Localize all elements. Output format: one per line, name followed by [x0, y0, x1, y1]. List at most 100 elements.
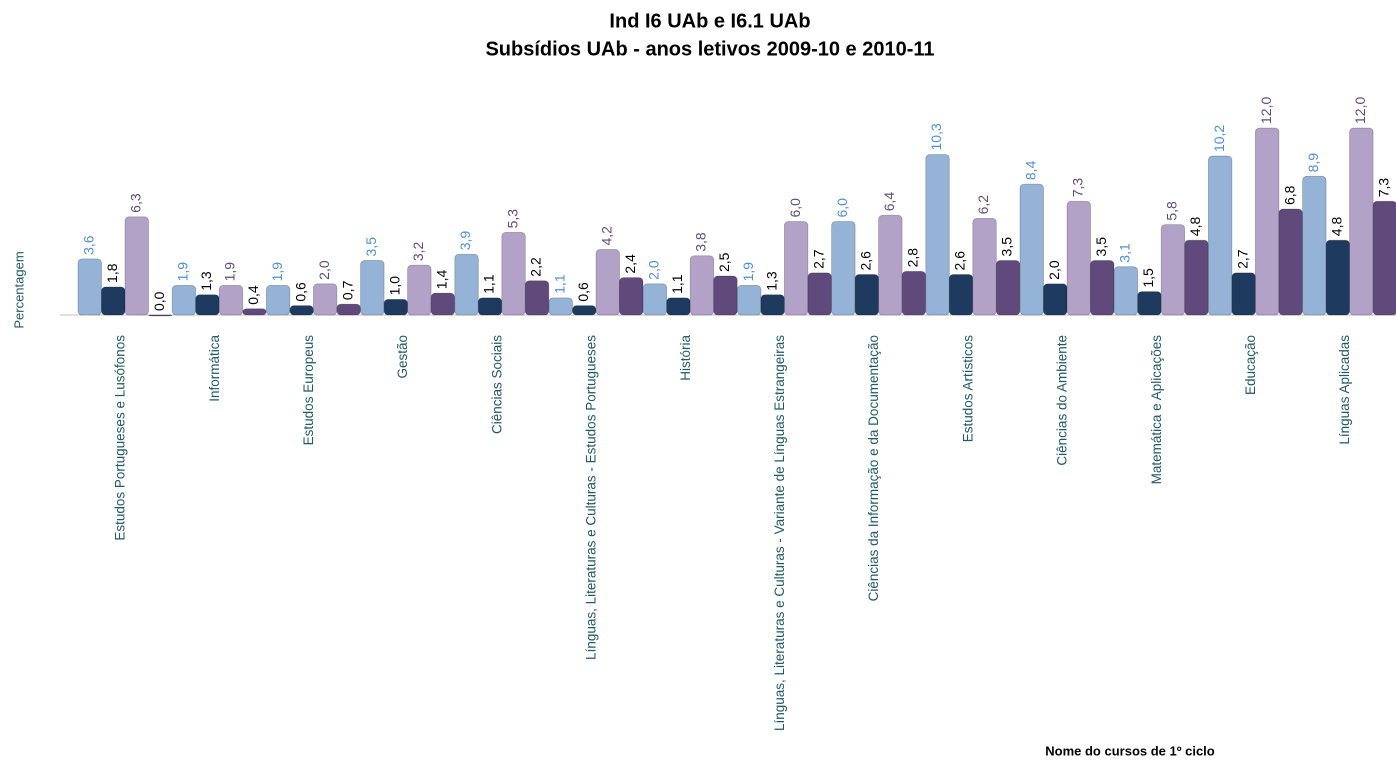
value-label: 3,5	[363, 237, 379, 257]
value-label: 2,7	[810, 249, 826, 269]
x-tick-label: Línguas, Literaturas e Culturas - Estudo…	[584, 335, 599, 660]
bar	[195, 294, 220, 316]
bar	[760, 294, 785, 316]
value-label: 5,3	[504, 209, 520, 229]
value-label: 2,8	[905, 248, 921, 268]
value-label: 12,0	[1258, 97, 1274, 124]
value-label: 2,6	[858, 251, 874, 271]
value-label: 7,3	[1069, 178, 1085, 198]
bar	[360, 260, 385, 316]
value-label: 6,0	[787, 198, 803, 218]
bar	[807, 272, 832, 316]
bar	[878, 214, 903, 316]
value-label: 2,6	[952, 251, 968, 271]
bar	[148, 314, 173, 317]
value-label: 1,5	[1140, 268, 1156, 288]
value-label: 10,3	[928, 123, 944, 150]
bar	[1208, 155, 1233, 316]
value-label: 3,2	[410, 241, 426, 261]
x-tick-label: História	[678, 335, 693, 381]
bar	[1372, 200, 1396, 316]
value-label: 4,2	[598, 226, 614, 246]
bar	[1090, 260, 1115, 316]
bar	[383, 299, 409, 316]
bar	[831, 221, 856, 316]
bar	[1066, 200, 1091, 316]
value-label: 3,6	[80, 235, 96, 255]
value-label: 1,9	[269, 262, 285, 282]
value-label: 2,0	[646, 260, 662, 280]
value-label: 0,6	[292, 282, 308, 302]
bar	[1113, 266, 1139, 316]
value-label: 8,9	[1305, 153, 1321, 173]
x-tick-label: Gestão	[395, 335, 410, 379]
value-label: 6,4	[881, 192, 897, 212]
bar	[336, 303, 361, 316]
x-tick-label: Línguas, Literaturas e Culturas - Varian…	[772, 335, 787, 731]
value-label: 2,7	[1234, 249, 1250, 269]
x-axis-label: Nome do cursos de 1º ciclo	[1045, 743, 1215, 758]
value-label: 4,8	[1187, 217, 1203, 237]
value-label: 3,5	[1093, 237, 1109, 257]
x-tick-label: Ciências da Informação e da Documentação	[866, 335, 881, 601]
bar	[1325, 239, 1350, 316]
bar	[595, 249, 620, 316]
bar	[925, 154, 950, 316]
bar	[572, 305, 597, 316]
value-label: 12,0	[1352, 97, 1368, 124]
bar	[265, 284, 291, 316]
bar	[171, 284, 197, 316]
value-label: 8,4	[1022, 160, 1038, 180]
bar	[972, 217, 997, 316]
chart-title: Ind I6 UAb e I6.1 UAb	[609, 10, 810, 32]
value-label: 1,3	[763, 271, 779, 291]
value-label: 10,2	[1211, 125, 1227, 152]
value-label: 6,0	[834, 198, 850, 218]
bar	[1160, 224, 1186, 316]
bar	[1349, 127, 1374, 316]
bar	[1043, 283, 1068, 316]
value-label: 1,1	[669, 274, 685, 294]
bar	[854, 274, 879, 316]
bar	[1184, 239, 1209, 316]
value-label: 1,8	[104, 263, 120, 283]
bar	[524, 280, 550, 316]
chart-subtitle: Subsídios UAb - anos letivos 2009-10 e 2…	[485, 38, 934, 60]
bar	[218, 284, 244, 316]
bar	[737, 284, 762, 316]
bar	[289, 305, 314, 316]
bar	[1255, 127, 1280, 316]
bar	[407, 264, 432, 316]
value-label: 6,2	[975, 195, 991, 215]
bar	[619, 277, 644, 316]
value-label: 0,4	[245, 285, 261, 305]
bar	[312, 283, 338, 316]
value-label: 3,8	[693, 232, 709, 252]
value-label: 1,9	[222, 262, 238, 282]
bar	[689, 255, 715, 316]
value-label: 1,9	[740, 262, 756, 282]
bar	[713, 275, 738, 316]
value-label: 5,8	[1164, 201, 1180, 221]
bar	[124, 216, 149, 316]
value-label: 2,4	[622, 254, 638, 274]
bar	[1137, 291, 1162, 316]
value-label: 1,3	[198, 271, 214, 291]
value-label: 3,5	[999, 237, 1015, 257]
value-label: 2,0	[316, 260, 332, 280]
value-label: 4,8	[1329, 217, 1345, 237]
x-tick-label: Ciências Sociais	[489, 335, 504, 434]
bar	[501, 232, 526, 316]
x-tick-label: Estudos Artísticos	[960, 335, 975, 443]
x-tick-label: Ciências do Ambiente	[1055, 335, 1070, 466]
value-label: 1,1	[481, 274, 497, 294]
bar	[430, 292, 456, 316]
x-tick-label: Matemática e Aplicações	[1149, 335, 1164, 485]
bar	[995, 260, 1021, 316]
value-label: 2,2	[528, 257, 544, 277]
bar	[642, 283, 668, 316]
value-label: 2,5	[716, 252, 732, 272]
y-axis-label: Percentagem	[11, 251, 26, 328]
value-label: 0,7	[339, 280, 355, 300]
